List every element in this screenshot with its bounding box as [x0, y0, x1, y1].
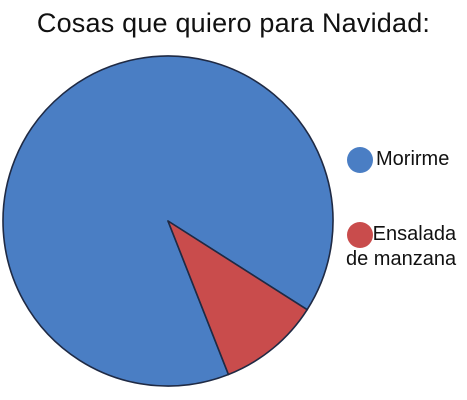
- pie-slice-ensalada: [167, 220, 308, 376]
- legend-swatch-morirme: [347, 147, 373, 173]
- legend-swatch-ensalada: [347, 222, 373, 248]
- pie-slice-morirme: [2, 55, 334, 387]
- legend-label-ensalada: Ensalada de manzana: [346, 223, 457, 270]
- legend-item-ensalada: Ensalada de manzana: [346, 222, 457, 272]
- chart-title: Cosas que quiero para Navidad:: [36, 8, 431, 38]
- legend-item-morirme: Morirme: [347, 147, 449, 173]
- legend-label-morirme: Morirme: [376, 148, 450, 170]
